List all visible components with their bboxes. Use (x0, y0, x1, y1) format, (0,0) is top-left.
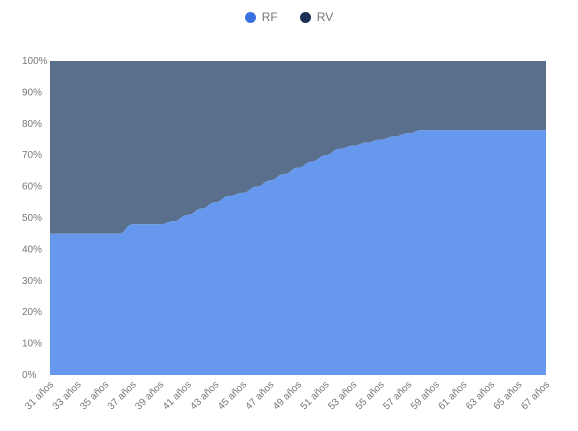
chart-legend: RF RV (0, 10, 578, 24)
x-tick-label: 41 años (161, 379, 194, 412)
x-tick-label: 57 años (381, 379, 414, 412)
y-tick-label: 80% (22, 119, 42, 130)
x-tick-label: 39 años (133, 379, 166, 412)
legend-swatch-rf (244, 11, 256, 23)
x-tick-label: 37 años (106, 379, 139, 412)
x-tick-label: 45 años (216, 379, 249, 412)
x-tick-label: 31 años (23, 379, 56, 412)
x-tick-label: 49 años (271, 379, 304, 412)
y-tick-label: 0% (22, 370, 37, 381)
x-tick-label: 61 años (437, 379, 470, 412)
x-tick-label: 35 años (78, 379, 111, 412)
x-tick-label: 59 años (409, 379, 442, 412)
x-tick-label: 67 años (519, 379, 552, 412)
x-tick-label: 43 años (189, 379, 222, 412)
area-series-rf (50, 130, 546, 375)
x-tick-label: 63 años (464, 379, 497, 412)
y-tick-label: 100% (22, 56, 48, 67)
x-tick-label: 55 años (354, 379, 387, 412)
y-tick-label: 70% (22, 150, 42, 161)
area-series-rv (50, 61, 546, 234)
x-tick-label: 51 años (299, 379, 332, 412)
y-tick-label: 10% (22, 339, 42, 350)
x-tick-label: 47 años (244, 379, 277, 412)
y-tick-label: 30% (22, 276, 42, 287)
legend-label-rv: RV (316, 10, 334, 24)
legend-item-rf[interactable]: RF (244, 10, 278, 24)
y-tick-label: 20% (22, 307, 42, 318)
x-tick-label: 33 años (51, 379, 84, 412)
legend-label-rf: RF (261, 10, 278, 24)
legend-item-rv[interactable]: RV (299, 10, 334, 24)
y-tick-label: 90% (22, 87, 42, 98)
y-tick-label: 50% (22, 213, 42, 224)
legend-swatch-rv (299, 11, 311, 23)
x-tick-label: 53 años (326, 379, 359, 412)
y-tick-label: 60% (22, 182, 42, 193)
y-tick-label: 40% (22, 244, 42, 255)
x-tick-label: 65 años (492, 379, 525, 412)
